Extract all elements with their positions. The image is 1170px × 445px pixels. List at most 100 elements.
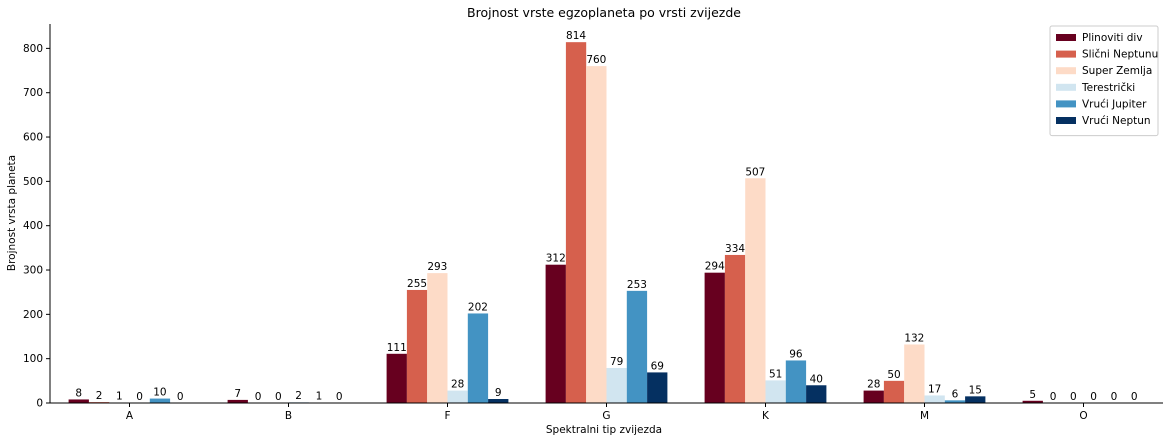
bar-value-label: 51 xyxy=(769,368,782,380)
x-tick-label: F xyxy=(444,410,450,422)
bar-plinoviti-div-m xyxy=(864,391,884,403)
bar-value-label: 10 xyxy=(153,387,166,399)
legend-swatch-terestricki xyxy=(1056,84,1076,91)
bar-vruci-neptun-g xyxy=(647,372,667,403)
bar-plinoviti-div-f xyxy=(387,354,407,403)
bars-group xyxy=(69,42,1043,403)
bar-value-label: 0 xyxy=(1111,391,1118,403)
x-axis-label: Spektralni tip zvijezda xyxy=(546,424,662,436)
y-tick-label: 500 xyxy=(23,176,43,188)
legend-swatch-super-zemlja xyxy=(1056,67,1076,74)
legend: Plinoviti div Slični Neptunu Super Zemlja T… xyxy=(1050,26,1158,136)
x-tick-label: K xyxy=(762,410,770,422)
bar-value-label: 814 xyxy=(566,30,586,42)
legend-swatch-slicni-neptunu xyxy=(1056,51,1076,58)
y-tick-label: 300 xyxy=(23,265,43,277)
bar-super-zemlja-k xyxy=(745,178,765,403)
bar-value-label: 96 xyxy=(789,348,803,360)
bar-value-label: 253 xyxy=(627,279,647,291)
bar-value-label: 334 xyxy=(725,243,745,255)
bar-value-label: 294 xyxy=(705,261,725,273)
bar-vruci-neptun-f xyxy=(488,399,508,403)
y-tick-label: 400 xyxy=(23,220,43,232)
bar-value-label: 15 xyxy=(969,384,982,396)
bar-value-label: 1 xyxy=(316,391,323,403)
y-axis-label: Brojnost vrsta planeta xyxy=(6,155,18,271)
bar-terestricki-g xyxy=(607,368,627,403)
x-tick-label: O xyxy=(1079,410,1087,422)
bar-vruci-jupiter-g xyxy=(627,291,647,403)
bar-value-label: 2 xyxy=(96,390,103,402)
bar-value-label: 312 xyxy=(546,253,566,265)
bar-slicni-neptunu-k xyxy=(725,255,745,403)
bar-value-label: 0 xyxy=(1090,391,1097,403)
bar-value-label: 760 xyxy=(586,54,606,66)
bar-value-label: 0 xyxy=(275,391,282,403)
bar-vruci-neptun-m xyxy=(965,396,985,403)
bar-value-label: 0 xyxy=(1070,391,1077,403)
x-tick-label: A xyxy=(126,410,134,422)
bar-super-zemlja-f xyxy=(427,273,447,403)
bar-value-label: 28 xyxy=(451,379,464,391)
chart-title: Brojnost vrste egzoplaneta po vrsti zvij… xyxy=(467,5,741,20)
bar-value-label: 79 xyxy=(610,356,623,368)
bar-slicni-neptunu-g xyxy=(566,42,586,403)
bar-super-zemlja-m xyxy=(904,344,924,403)
bar-value-label: 0 xyxy=(1050,391,1057,403)
bar-plinoviti-div-g xyxy=(546,265,566,403)
legend-swatch-vruci-neptun xyxy=(1056,117,1076,124)
bar-value-label: 8 xyxy=(75,387,82,399)
bar-value-label: 0 xyxy=(136,391,143,403)
legend-swatch-plinoviti-div xyxy=(1056,34,1076,41)
bar-terestricki-m xyxy=(925,395,945,403)
bar-value-label: 111 xyxy=(387,342,407,354)
bar-plinoviti-div-a xyxy=(69,399,89,403)
bar-value-label: 69 xyxy=(651,360,664,372)
y-tick-label: 100 xyxy=(23,353,43,365)
bar-plinoviti-div-k xyxy=(705,273,725,403)
bar-terestricki-f xyxy=(448,391,468,403)
legend-label-slicni-neptunu: Slični Neptunu xyxy=(1082,49,1158,61)
bar-vruci-jupiter-f xyxy=(468,313,488,403)
y-tick-label: 800 xyxy=(23,43,43,55)
y-tick-label: 0 xyxy=(36,398,43,410)
x-tick-label: B xyxy=(285,410,292,422)
bar-value-label: 17 xyxy=(928,383,941,395)
bar-value-label: 6 xyxy=(952,388,959,400)
bar-value-label: 9 xyxy=(495,387,502,399)
legend-label-super-zemlja: Super Zemlja xyxy=(1082,65,1152,77)
bar-terestricki-k xyxy=(766,380,786,403)
y-tick-label: 200 xyxy=(23,309,43,321)
legend-label-plinoviti-div: Plinoviti div xyxy=(1082,32,1143,44)
y-tick-label: 700 xyxy=(23,87,43,99)
legend-label-terestricki: Terestrički xyxy=(1081,82,1135,94)
bar-value-label: 28 xyxy=(867,379,880,391)
legend-label-vruci-neptun: Vrući Neptun xyxy=(1082,115,1151,127)
y-tick-label: 600 xyxy=(23,132,43,144)
bar-value-label: 132 xyxy=(904,332,924,344)
bar-vruci-jupiter-k xyxy=(786,360,806,403)
bar-value-label: 0 xyxy=(1131,391,1138,403)
bar-value-label: 1 xyxy=(116,391,123,403)
x-tick-label: M xyxy=(920,410,929,422)
bar-vruci-neptun-k xyxy=(806,385,826,403)
bar-value-label: 0 xyxy=(336,391,343,403)
bar-value-label: 5 xyxy=(1029,389,1036,401)
bar-value-label: 0 xyxy=(177,391,184,403)
legend-swatch-vruci-jupiter xyxy=(1056,100,1076,107)
bar-value-label: 0 xyxy=(255,391,262,403)
bar-value-label: 2 xyxy=(295,390,302,402)
bar-value-label: 202 xyxy=(468,301,488,313)
bar-value-label: 507 xyxy=(745,166,765,178)
x-tick-label: G xyxy=(602,410,610,422)
bar-slicni-neptunu-f xyxy=(407,290,427,403)
bar-value-label: 255 xyxy=(407,278,427,290)
bar-value-label: 293 xyxy=(427,261,447,273)
bar-value-label: 40 xyxy=(810,373,823,385)
bar-value-label: 7 xyxy=(234,388,241,400)
bar-slicni-neptunu-m xyxy=(884,381,904,403)
bar-value-label: 50 xyxy=(887,369,900,381)
legend-label-vruci-jupiter: Vrući Jupiter xyxy=(1082,98,1147,110)
